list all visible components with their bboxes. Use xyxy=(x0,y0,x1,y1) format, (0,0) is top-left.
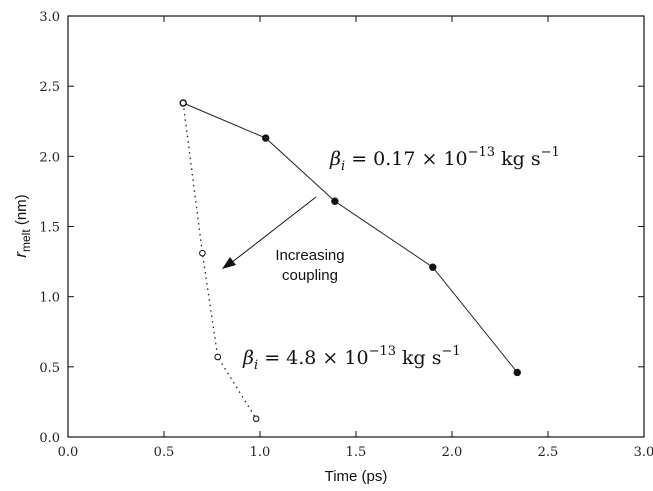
beta-low-label: βi = 0.17 × 10−13 kg s−1 xyxy=(329,145,560,174)
y-tick-label: 1.0 xyxy=(39,291,60,306)
beta-high-unit: kg s xyxy=(396,347,442,369)
y-tick-label: 3.0 xyxy=(39,10,60,25)
beta-high-symbol: β xyxy=(242,347,254,369)
beta-high-exp: −13 xyxy=(369,344,396,359)
y-axis-title-sub: melt xyxy=(19,229,33,252)
beta-low-exp: −13 xyxy=(468,145,495,160)
beta-high-sub: i xyxy=(254,358,258,373)
series-high-coupling-line xyxy=(182,102,257,420)
x-tick-label: 2.0 xyxy=(442,445,463,460)
series-layer xyxy=(179,99,521,423)
beta-low-unit: kg s xyxy=(495,148,541,170)
y-tick-label: 1.5 xyxy=(39,221,60,236)
x-tick-label: 1.5 xyxy=(346,445,367,460)
y-tick-label: 2.5 xyxy=(39,80,60,95)
x-tick-label: 3.0 xyxy=(634,445,653,460)
x-tick-label: 0.5 xyxy=(154,445,175,460)
y-axis-title: rmelt (nm) xyxy=(11,194,33,257)
plot-frame xyxy=(67,15,645,438)
x-tick-label: 0.0 xyxy=(58,445,79,460)
coupling-arrow-head xyxy=(222,257,236,269)
arrow-label-line1: Increasing xyxy=(275,247,344,264)
arrow-label-line2: coupling xyxy=(282,267,338,284)
y-tick-label: 0.5 xyxy=(39,361,60,376)
beta-low-text: = 0.17 × 10 xyxy=(345,148,467,170)
x-axis-ticks: 0.0 0.5 1.0 1.5 2.0 2.5 3.0 xyxy=(58,16,653,460)
beta-high-unit-exp: −1 xyxy=(442,344,461,359)
series-high-coupling-point xyxy=(252,415,260,423)
y-axis-ticks: 0.0 0.5 1.0 1.5 2.0 2.5 3.0 xyxy=(39,10,644,446)
y-tick-label: 2.0 xyxy=(39,150,60,165)
beta-low-sub: i xyxy=(341,159,345,174)
series-low-coupling-point xyxy=(262,134,270,142)
beta-high-label: βi = 4.8 × 10−13 kg s−1 xyxy=(242,344,461,373)
y-tick-label: 0.0 xyxy=(39,431,60,446)
x-tick-label: 1.0 xyxy=(250,445,271,460)
x-tick-label: 2.5 xyxy=(538,445,559,460)
coupling-arrow-line xyxy=(230,196,317,264)
series-low-coupling-line xyxy=(183,102,518,373)
beta-low-unit-exp: −1 xyxy=(541,145,560,160)
y-axis-title-main: r xyxy=(11,251,30,258)
beta-low-symbol: β xyxy=(329,148,341,170)
series-low-coupling-point xyxy=(429,263,437,271)
series-low-coupling-point xyxy=(331,197,339,205)
y-axis-title-unit: (nm) xyxy=(13,194,30,229)
series-low-coupling-point xyxy=(513,368,521,377)
beta-high-text: = 4.8 × 10 xyxy=(258,347,368,369)
series-high-coupling-point xyxy=(199,249,206,257)
series-high-coupling-point xyxy=(179,99,187,107)
x-axis-title: Time (ps) xyxy=(325,468,388,485)
series-high-coupling-point xyxy=(214,353,222,361)
